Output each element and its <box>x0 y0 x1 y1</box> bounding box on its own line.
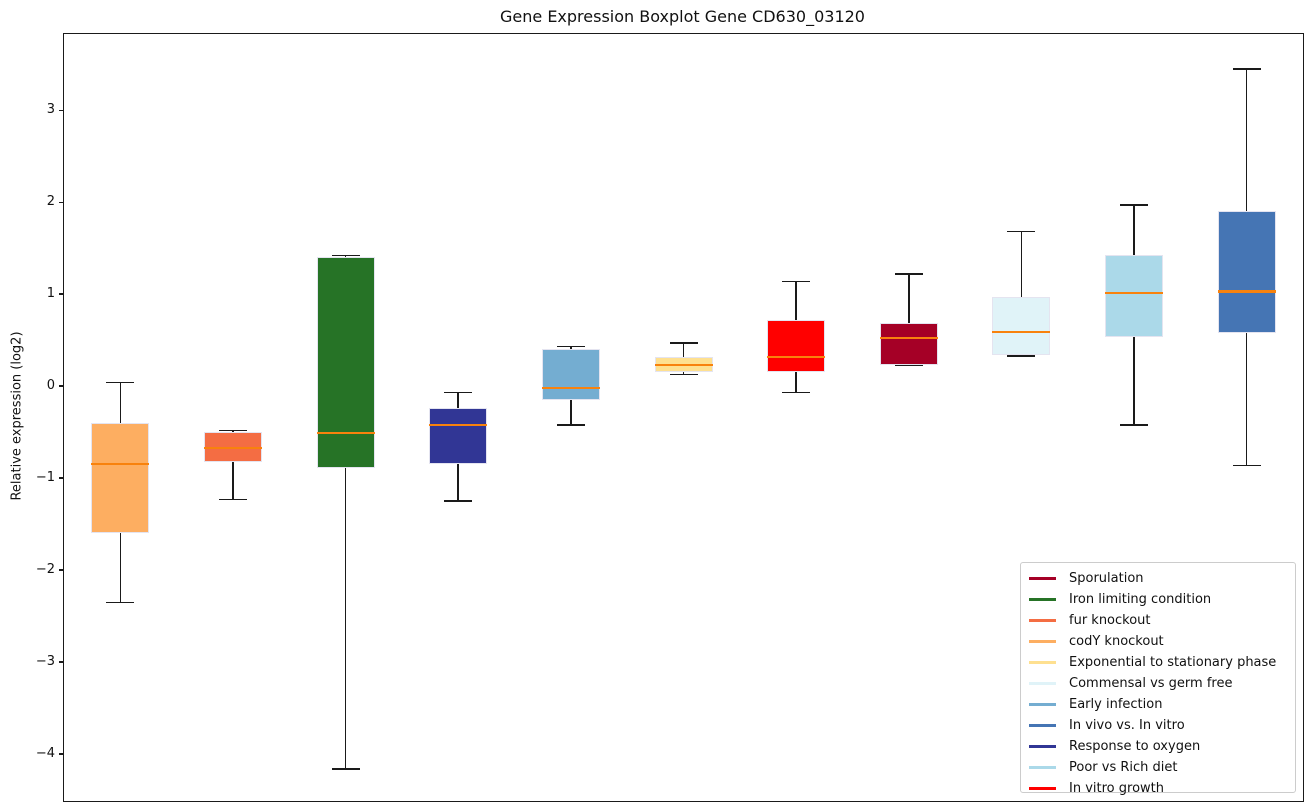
y-tick-mark <box>59 385 63 387</box>
legend-label: In vivo vs. In vitro <box>1069 718 1185 733</box>
whisker-line <box>1020 231 1023 356</box>
legend-label: Early infection <box>1069 697 1163 712</box>
legend-swatch <box>1029 619 1056 622</box>
whisker-cap-bottom <box>331 768 360 770</box>
legend-label: Exponential to stationary phase <box>1069 655 1277 670</box>
whisker-cap-bottom <box>556 424 585 426</box>
median-line <box>1217 290 1276 293</box>
box <box>992 297 1051 355</box>
whisker-line <box>232 430 234 500</box>
y-tick-label: 0 <box>46 378 55 394</box>
median-line <box>203 446 262 449</box>
whisker-cap-bottom <box>1007 355 1036 357</box>
whisker-cap-bottom <box>444 500 473 502</box>
legend-item-poor-vs-rich-diet: Poor vs Rich diet <box>1021 757 1295 778</box>
whisker-cap-top <box>1007 230 1036 233</box>
whisker-cap-top <box>894 273 923 275</box>
whisker-cap-top <box>1120 204 1149 206</box>
legend-label: codY knockout <box>1069 634 1164 649</box>
legend-label: fur knockout <box>1069 613 1151 628</box>
box <box>316 257 375 469</box>
whisker-cap-bottom <box>782 391 811 394</box>
y-tick-mark <box>59 201 63 203</box>
y-tick-label: −1 <box>35 470 55 486</box>
box <box>541 348 600 401</box>
whisker-cap-top <box>218 429 247 432</box>
y-tick-label: 2 <box>46 194 55 210</box>
legend-swatch <box>1029 577 1056 580</box>
y-tick-label: −3 <box>35 654 55 670</box>
legend-swatch <box>1029 724 1056 727</box>
median-line <box>992 330 1051 334</box>
median-line <box>316 432 375 435</box>
median-line <box>879 337 938 340</box>
median-line <box>767 355 826 358</box>
legend-label: Iron limiting condition <box>1069 592 1212 607</box>
y-tick-label: 1 <box>46 286 55 302</box>
whisker-line <box>908 274 910 366</box>
legend-item-sporulation: Sporulation <box>1021 568 1295 589</box>
legend-item-response-to-oxygen: Response to oxygen <box>1021 736 1295 757</box>
whisker-cap-bottom <box>106 601 135 604</box>
legend-item-commensal-vs-germ-free: Commensal vs germ free <box>1021 673 1295 694</box>
legend-item-fur-knockout: fur knockout <box>1021 610 1295 631</box>
legend-swatch <box>1029 682 1056 685</box>
legend-swatch <box>1029 640 1056 643</box>
y-tick-label: −4 <box>35 746 55 762</box>
legend-label: In vitro growth <box>1069 781 1164 796</box>
plot-area: Sporulation Iron limiting condition fur kn… <box>63 33 1304 802</box>
legend-label: Poor vs Rich diet <box>1069 760 1178 775</box>
whisker-cap-bottom <box>1232 464 1261 467</box>
y-tick-mark <box>59 109 63 111</box>
whisker-cap-top <box>669 342 698 344</box>
y-tick-mark <box>59 753 63 755</box>
median-line <box>541 386 600 390</box>
legend-swatch <box>1029 598 1056 601</box>
legend-swatch <box>1029 766 1056 769</box>
legend: Sporulation Iron limiting condition fur kn… <box>1020 562 1296 796</box>
legend-item-cody-knockout: codY knockout <box>1021 631 1295 652</box>
legend-item-iron-limiting-condition: Iron limiting condition <box>1021 589 1295 610</box>
y-tick-mark <box>59 477 63 479</box>
whisker-cap-bottom <box>669 373 698 376</box>
median-line <box>654 363 713 367</box>
y-tick-mark <box>59 293 63 295</box>
whisker-cap-top <box>106 381 135 384</box>
median-line <box>1105 292 1164 295</box>
legend-swatch <box>1029 745 1056 748</box>
y-tick-label: −2 <box>35 562 55 578</box>
legend-label: Commensal vs germ free <box>1069 676 1233 691</box>
legend-item-in-vivo-vs-in-vitro: In vivo vs. In vitro <box>1021 715 1295 736</box>
chart-title: Gene Expression Boxplot Gene CD630_03120 <box>500 7 865 26</box>
box <box>429 408 488 465</box>
box <box>767 320 826 373</box>
legend-item-early-infection: Early infection <box>1021 694 1295 715</box>
y-tick-mark <box>59 661 63 663</box>
y-tick-label: 3 <box>46 102 55 118</box>
whisker-cap-top <box>331 254 360 257</box>
whisker-cap-bottom <box>218 498 247 501</box>
whisker-cap-top <box>556 345 585 348</box>
legend-swatch <box>1029 661 1056 664</box>
whisker-cap-top <box>1232 68 1261 70</box>
box <box>879 322 938 366</box>
y-tick-mark <box>59 569 63 571</box>
box <box>1217 210 1276 333</box>
median-line <box>429 423 488 426</box>
whisker-cap-bottom <box>894 364 923 366</box>
legend-label: Response to oxygen <box>1069 739 1201 754</box>
legend-swatch <box>1029 703 1056 706</box>
whisker-cap-top <box>782 280 811 283</box>
legend-swatch <box>1029 787 1056 790</box>
median-line <box>91 463 150 466</box>
box <box>1105 254 1164 338</box>
whisker-cap-top <box>444 391 473 394</box>
whisker-cap-bottom <box>1120 424 1149 426</box>
whisker-line <box>344 255 347 769</box>
legend-item-exponential-to-stationary-phase: Exponential to stationary phase <box>1021 652 1295 673</box>
legend-label: Sporulation <box>1069 571 1144 586</box>
legend-item-in-vitro-growth: In vitro growth <box>1021 778 1295 799</box>
box <box>91 423 150 534</box>
